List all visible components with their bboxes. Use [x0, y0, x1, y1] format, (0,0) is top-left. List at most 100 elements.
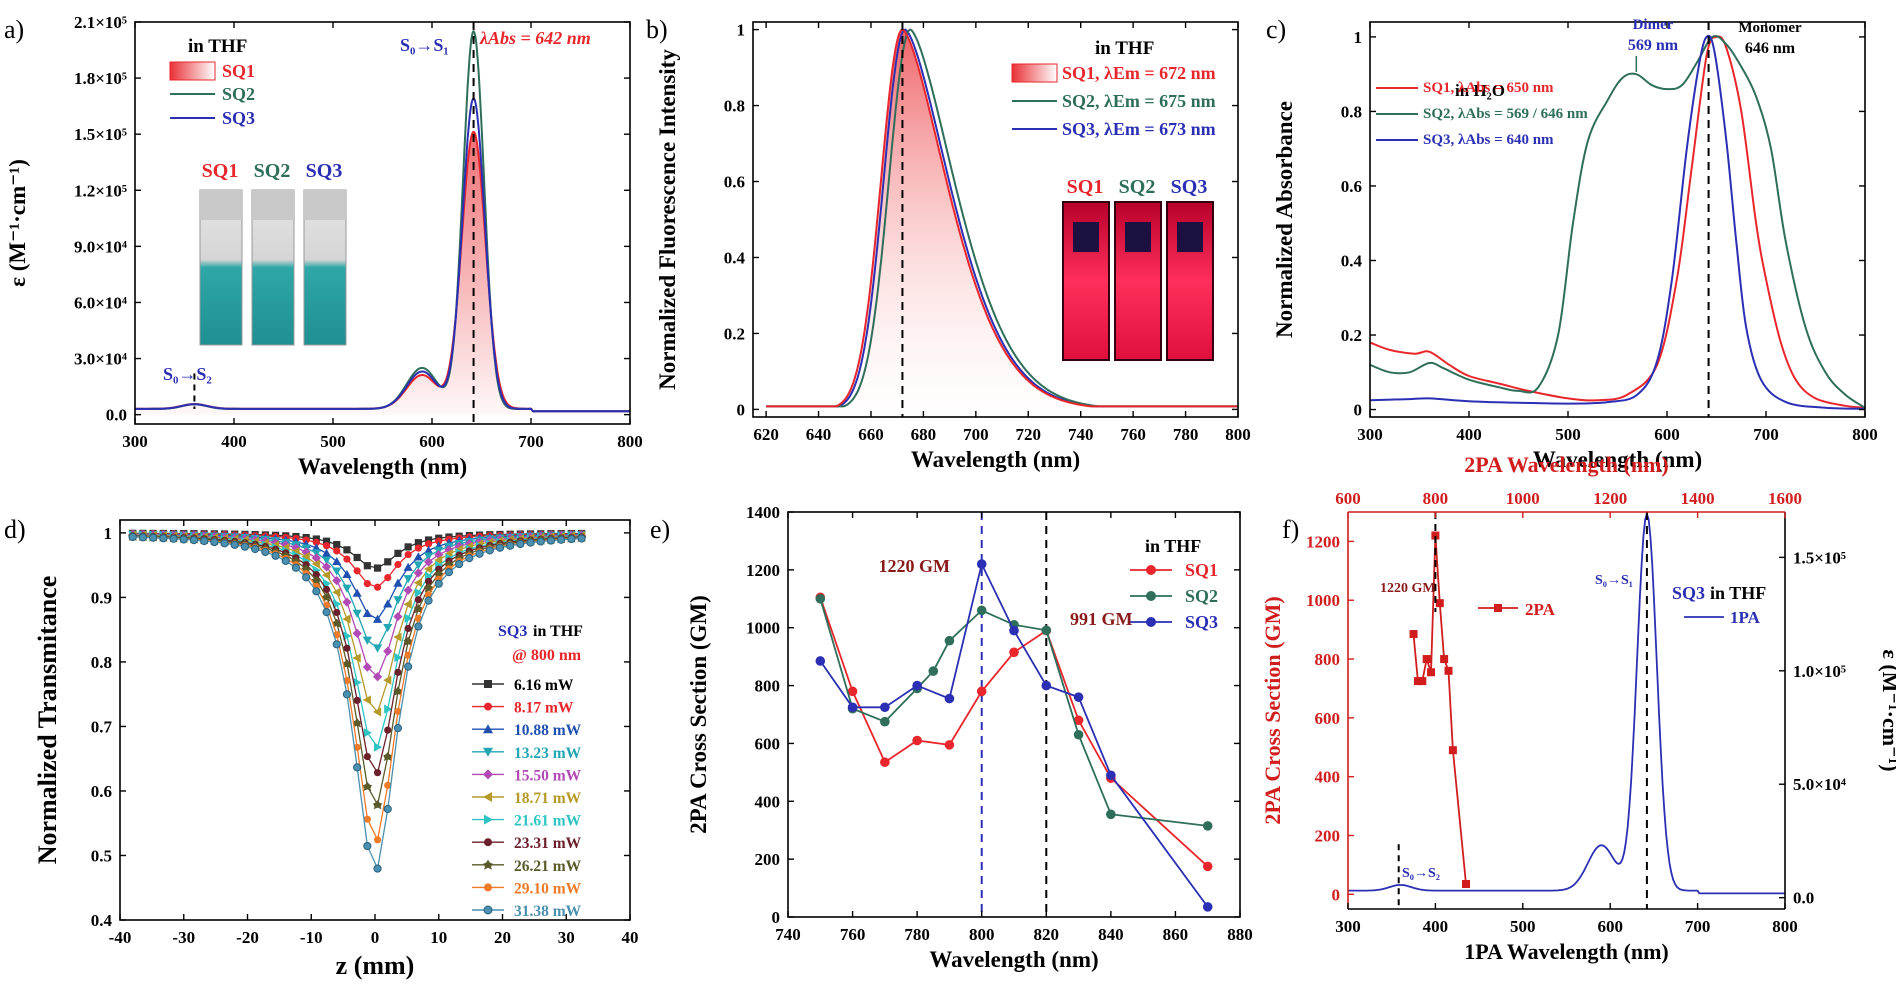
- data-point: [455, 559, 464, 569]
- sq1-fill-area: [766, 29, 1238, 410]
- x-tick-label: 600: [419, 432, 445, 451]
- x-tick-label: 800: [1772, 917, 1798, 936]
- data-point: [342, 659, 352, 669]
- x2-axis-label: 2PA Wavelength (nm): [1464, 452, 1669, 477]
- vial-cap: [304, 190, 346, 220]
- y2-tick-label: 5.0×10⁴: [1793, 775, 1846, 794]
- data-point: [384, 726, 392, 734]
- y-tick-label: 9.0×10⁴: [74, 237, 127, 256]
- annotation: S₀→S₁: [400, 35, 449, 55]
- data-point: [393, 578, 403, 587]
- data-point: [424, 596, 433, 605]
- legend-label: 18.71 mW: [514, 790, 582, 807]
- data-point: [352, 588, 362, 597]
- y-tick-label: 0: [737, 400, 746, 419]
- data-point: [434, 555, 443, 565]
- data-point: [321, 556, 332, 565]
- y-tick-label: 1: [104, 524, 113, 543]
- data-point: [362, 695, 371, 705]
- data-point: [321, 570, 331, 580]
- x-tick-label: 700: [1685, 917, 1711, 936]
- data-point: [847, 702, 858, 713]
- legend-label: SQ3: [1185, 612, 1218, 632]
- legend-title: in THF: [1710, 583, 1766, 603]
- legend-title: in THF: [1145, 536, 1201, 556]
- data-point: [343, 546, 351, 554]
- data-point: [251, 544, 260, 554]
- data-point: [1041, 680, 1052, 691]
- x2-tick-label: 1400: [1681, 489, 1715, 508]
- vial-label: SQ1: [1067, 176, 1104, 198]
- data-point: [414, 539, 422, 547]
- x-tick-label: 800: [1225, 425, 1251, 444]
- data-point: [414, 596, 422, 604]
- series-line-sq2: [1369, 35, 1866, 409]
- data-point: [373, 769, 382, 777]
- data-point: [413, 568, 423, 578]
- data-point: [435, 537, 443, 545]
- y-tick-label: 1400: [746, 503, 780, 522]
- plot-frame: [752, 21, 1239, 418]
- data-point: [516, 539, 525, 549]
- data-point: [454, 541, 464, 551]
- data-point: [333, 599, 342, 609]
- legend-title: @ 800 nm: [512, 647, 582, 664]
- vial-image: [1062, 201, 1110, 361]
- vial-label: SQ3: [1171, 176, 1208, 198]
- data-point: [352, 628, 362, 638]
- y-tick-label: 6.0×10⁴: [74, 293, 127, 312]
- y-tick-label: 600: [1315, 709, 1341, 728]
- x-tick-label: 400: [1423, 917, 1449, 936]
- y-tick-label: 0.6: [724, 173, 745, 192]
- data-point: [372, 672, 383, 682]
- data-point: [384, 558, 392, 566]
- data-point: [384, 704, 393, 714]
- y-tick-label: 0.6: [91, 782, 112, 801]
- data-point: [210, 537, 219, 547]
- x-tick-label: 760: [1120, 425, 1146, 444]
- legend-label: SQ2: [1185, 586, 1218, 606]
- data-point: [302, 573, 311, 582]
- data-point: [495, 543, 505, 552]
- x-tick-label: 600: [1654, 425, 1680, 444]
- vial-dark-window: [1073, 222, 1099, 252]
- panel-letter: f): [1282, 515, 1299, 544]
- data-point: [159, 534, 168, 543]
- x-tick-label: 700: [963, 425, 989, 444]
- data-point: [353, 696, 361, 704]
- data-point: [413, 552, 423, 561]
- x2-tick-label: 1000: [1506, 489, 1540, 508]
- y-tick-label: 1.8×10⁵: [74, 69, 127, 88]
- data-point: [944, 740, 955, 750]
- x-axis-label: Wavelength (nm): [298, 454, 467, 479]
- data-point: [394, 560, 402, 569]
- y-tick-label: 0: [1332, 885, 1341, 904]
- plot-frame: [134, 21, 631, 425]
- data-point: [484, 680, 492, 688]
- y-tick-label: 600: [755, 734, 781, 753]
- y-tick-label: 0: [772, 908, 781, 927]
- data-point: [200, 536, 209, 546]
- data-point: [362, 608, 372, 618]
- y-tick-label: 2.1×10⁵: [74, 13, 127, 32]
- vial-label: SQ2: [1119, 176, 1156, 198]
- annotation: 1220 GM: [1380, 581, 1436, 596]
- data-point: [484, 814, 493, 825]
- data-point: [414, 544, 422, 552]
- x-tick-label: 800: [969, 925, 995, 944]
- data-point: [880, 757, 890, 768]
- data-point: [362, 636, 372, 645]
- panel-a: a) 300 400 500 600 700 800 0.0 3.0×10⁴ 6.0×10⁴ 9.0…: [4, 13, 643, 479]
- data-point: [434, 579, 443, 588]
- legend-marker: [1146, 617, 1156, 627]
- data-point: [342, 569, 352, 579]
- y2-tick-label: 1.0×10⁵: [1793, 662, 1846, 681]
- data-point: [1041, 625, 1052, 636]
- x-axis-label: Wavelength (nm): [929, 947, 1098, 972]
- data-point: [332, 587, 341, 597]
- data-point: [394, 707, 402, 716]
- data-point: [138, 533, 148, 542]
- data-point: [343, 555, 351, 563]
- x-tick-label: 660: [858, 425, 884, 444]
- data-point: [353, 677, 362, 688]
